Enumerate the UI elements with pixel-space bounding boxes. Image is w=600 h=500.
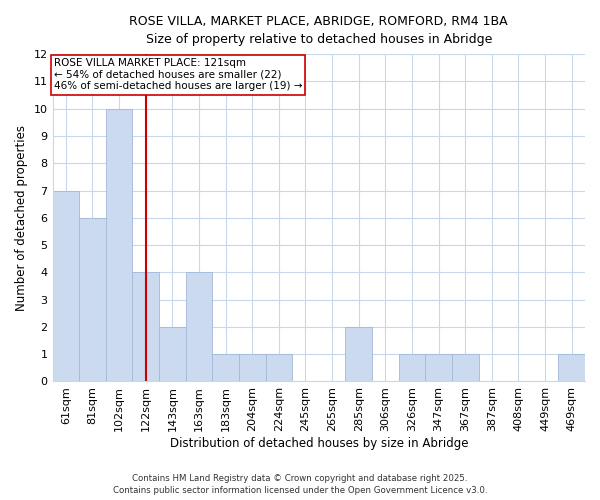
Text: ROSE VILLA MARKET PLACE: 121sqm
← 54% of detached houses are smaller (22)
46% of: ROSE VILLA MARKET PLACE: 121sqm ← 54% of… <box>54 58 302 92</box>
X-axis label: Distribution of detached houses by size in Abridge: Distribution of detached houses by size … <box>170 437 468 450</box>
Bar <box>106 108 133 382</box>
Bar <box>79 218 106 382</box>
Bar <box>559 354 585 382</box>
Y-axis label: Number of detached properties: Number of detached properties <box>15 125 28 311</box>
Bar <box>212 354 239 382</box>
Bar <box>159 327 185 382</box>
Bar <box>133 272 159 382</box>
Title: ROSE VILLA, MARKET PLACE, ABRIDGE, ROMFORD, RM4 1BA
Size of property relative to: ROSE VILLA, MARKET PLACE, ABRIDGE, ROMFO… <box>130 15 508 46</box>
Bar <box>239 354 266 382</box>
Bar <box>53 190 79 382</box>
Bar <box>346 327 372 382</box>
Text: Contains HM Land Registry data © Crown copyright and database right 2025.
Contai: Contains HM Land Registry data © Crown c… <box>113 474 487 495</box>
Bar <box>185 272 212 382</box>
Bar <box>398 354 425 382</box>
Bar <box>425 354 452 382</box>
Bar <box>452 354 479 382</box>
Bar <box>266 354 292 382</box>
